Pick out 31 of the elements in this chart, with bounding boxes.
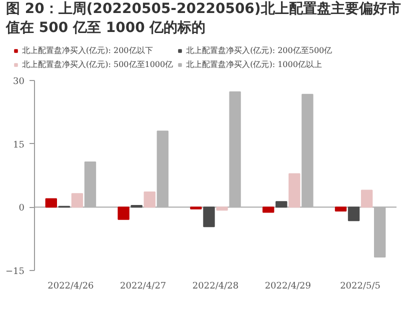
x-tick-label: 2022/4/28	[192, 282, 239, 292]
y-tick-label: 30	[13, 77, 25, 87]
bar	[374, 206, 386, 258]
bar	[71, 193, 84, 208]
x-tick-label: 2022/4/29	[264, 282, 312, 292]
bar	[144, 191, 156, 208]
chart-title: 图 20：上周(20220505-20220506)北上配置盘主要偏好市值在 500 亿至 1000 亿的标的	[6, 0, 402, 38]
y-tick-label: 0	[18, 204, 25, 214]
bar	[360, 190, 373, 208]
bar	[276, 201, 288, 208]
bar	[262, 206, 274, 213]
y-tick-label: −15	[6, 267, 25, 277]
bar	[334, 206, 347, 212]
x-tick-label: 2022/5/5	[340, 282, 381, 292]
bar	[84, 161, 96, 208]
bar	[348, 206, 360, 222]
bar	[302, 94, 314, 208]
bar	[216, 206, 228, 211]
x-tick-label: 2022/4/26	[48, 282, 94, 292]
bar	[45, 198, 57, 208]
x-tick-label: 2022/4/27	[120, 282, 166, 292]
legend-label: 北上配置盘净买入(亿元): 200亿以下	[22, 45, 153, 56]
bar	[118, 206, 130, 220]
legend-label: 北上配置盘净买入(亿元): 200亿至500亿	[186, 45, 332, 56]
bar	[288, 173, 300, 208]
bar	[229, 91, 241, 208]
legend-label: 北上配置盘净买入(亿元): 500亿至1000亿	[22, 59, 174, 70]
legend-label: 北上配置盘净买入(亿元): 1000亿以上	[186, 59, 322, 70]
y-tick-label: 15	[13, 140, 25, 150]
bar	[203, 206, 215, 228]
bar	[156, 130, 168, 208]
